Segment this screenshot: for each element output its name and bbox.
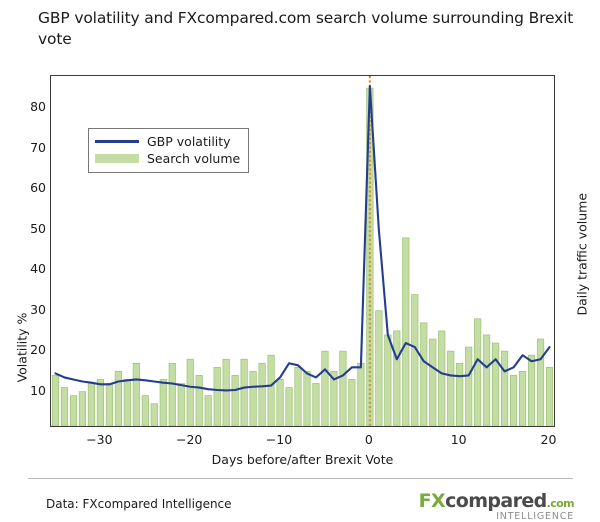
bar (240, 358, 248, 426)
y-tick-label: 50 (30, 220, 46, 236)
chart-legend: GBP volatility Search volume (88, 128, 250, 173)
legend-line-swatch-icon (95, 136, 139, 147)
x-axis-ticks: −30 −20 −10 0 10 20 (50, 432, 556, 452)
bar (420, 322, 428, 426)
bar (303, 371, 311, 426)
bar (357, 362, 365, 426)
bar (402, 237, 410, 426)
logo-wordmark: FXcompared.com (418, 490, 575, 512)
gbp-volatility-line (54, 85, 551, 392)
bar (492, 342, 500, 426)
bar (78, 391, 87, 426)
data-source-text: Data: FXcompared Intelligence (46, 497, 232, 511)
x-axis-title: Days before/after Brexit Vote (211, 452, 394, 467)
legend-item-search-volume: Search volume (95, 150, 240, 167)
footer-divider (28, 478, 573, 479)
y2-axis-title-box: Daily traffic volume (565, 190, 595, 320)
bar (285, 387, 293, 426)
logo-fx-text: FX (418, 490, 446, 512)
y2-axis-title: Daily traffic volume (574, 192, 590, 316)
chart-container: 10 20 30 40 50 60 70 80 Volatility % Daily traf… (0, 70, 600, 470)
bar (132, 362, 140, 426)
y-tick-label: 60 (30, 180, 46, 196)
bar (474, 318, 482, 426)
bar (87, 383, 96, 426)
bar (276, 379, 284, 426)
bar (545, 366, 554, 426)
bar (159, 379, 167, 426)
legend-label: Search volume (147, 151, 241, 166)
bar (213, 366, 221, 426)
bar (312, 383, 320, 426)
x-tick-label: 10 (450, 432, 467, 447)
x-tick-label: −20 (175, 432, 203, 447)
logo-com-text: .com (546, 497, 575, 510)
bar (294, 366, 302, 426)
bar (114, 371, 122, 426)
bar (501, 350, 509, 426)
bar (375, 310, 383, 426)
y-tick-label: 80 (30, 99, 46, 115)
bar (69, 395, 78, 426)
bar (105, 383, 113, 426)
bar (195, 375, 203, 426)
bar (429, 338, 437, 426)
bar (348, 379, 356, 426)
bar (411, 294, 419, 426)
bar (267, 354, 275, 426)
y-axis-title: Volatility % (14, 312, 30, 383)
bar (177, 383, 185, 426)
bar (384, 334, 392, 426)
y-axis-ticks: 10 20 30 40 50 60 70 80 (6, 70, 46, 432)
y-tick-label: 20 (30, 342, 46, 358)
logo-subtitle: INTELLIGENCE (496, 511, 574, 522)
bar (249, 371, 257, 426)
bar (527, 354, 536, 426)
bar (96, 379, 104, 426)
bar (447, 350, 455, 426)
x-tick-label: 20 (540, 432, 557, 447)
bar (321, 350, 329, 426)
bar (222, 358, 230, 426)
bar (186, 358, 194, 426)
x-tick-label: −10 (265, 432, 293, 447)
bar (231, 375, 239, 426)
logo-compared-text: compared (445, 490, 547, 512)
bar (456, 362, 464, 426)
bar (123, 379, 131, 426)
page-title: GBP volatility and FXcompared.com search… (38, 9, 574, 48)
bar (536, 338, 545, 426)
plot-svg (51, 76, 554, 426)
bar (465, 346, 473, 426)
bar (168, 362, 176, 426)
bar (339, 350, 347, 426)
y-tick-label: 10 (30, 382, 46, 398)
bar (393, 330, 401, 426)
bar (51, 375, 60, 426)
x-tick-label: 0 (364, 432, 373, 447)
bar (204, 395, 212, 426)
y-tick-label: 70 (30, 139, 46, 155)
bar (60, 387, 69, 426)
legend-item-gbp-volatility: GBP volatility (95, 133, 240, 150)
bar (330, 371, 338, 426)
x-tick-label: −30 (86, 432, 113, 447)
legend-bar-swatch-icon (95, 154, 139, 163)
bar (258, 362, 266, 426)
bar (510, 375, 518, 426)
y-axis-title-box: Volatility % (0, 190, 30, 383)
bar (438, 330, 446, 426)
fxcompared-logo: FXcompared.com INTELLIGENCE (418, 490, 575, 522)
y-tick-label: 30 (30, 301, 46, 317)
bar (141, 395, 149, 426)
legend-label: GBP volatility (147, 134, 231, 149)
bar (150, 403, 158, 426)
bar (483, 334, 491, 426)
bar (518, 371, 527, 426)
y-tick-label: 40 (30, 261, 46, 277)
